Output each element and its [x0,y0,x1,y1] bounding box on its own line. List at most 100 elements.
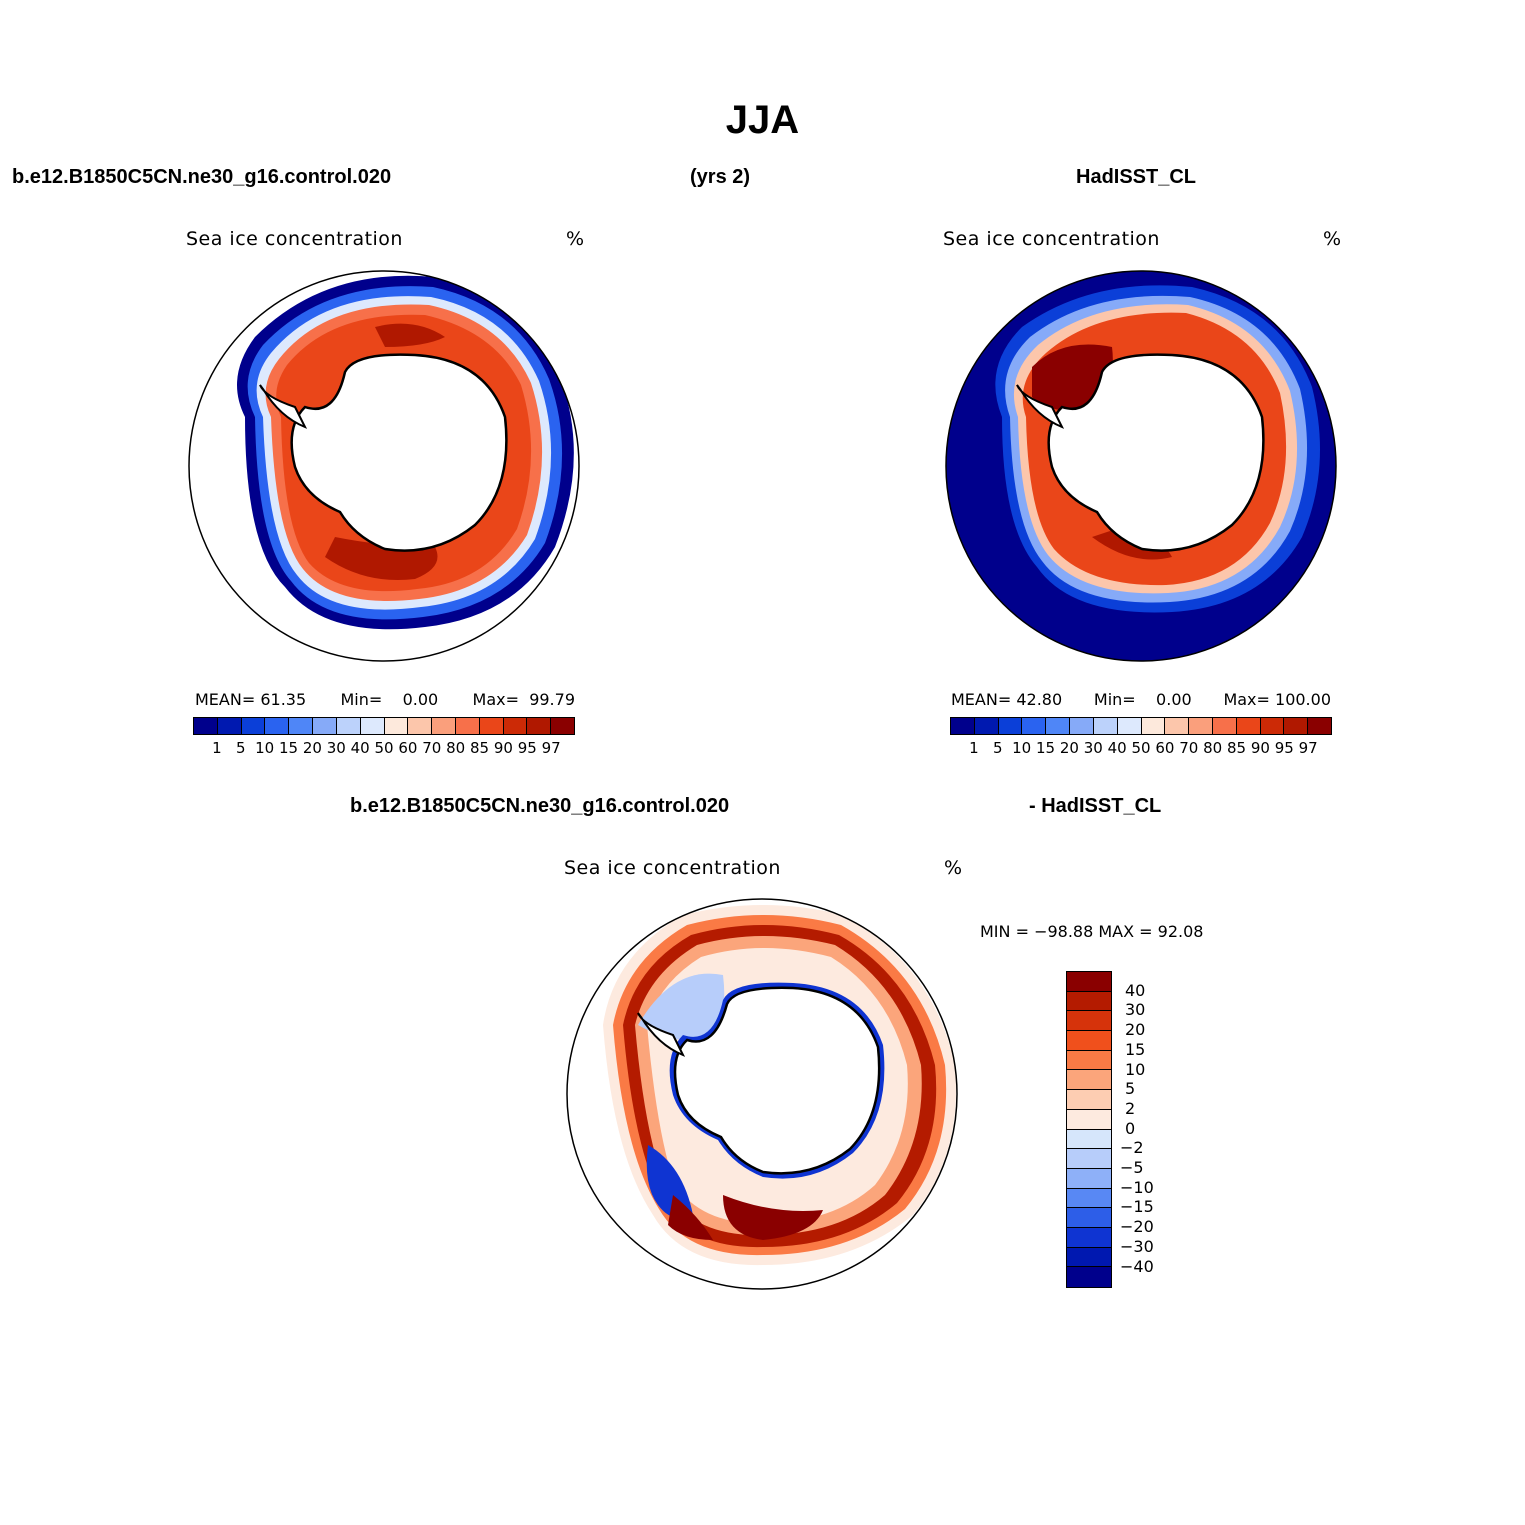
colorbar-tick-label: 10 [1012,739,1032,757]
diff-colorbar-swatch [1067,1267,1111,1287]
colorbar-tick-label: 60 [398,739,418,757]
colorbar-tick-label: 1 [212,739,222,757]
diff-colorbar-tick-label: −20 [1120,1217,1154,1237]
colorbar-swatch [289,718,314,734]
colorbar-swatch [313,718,337,734]
colorbar-swatch [503,718,528,734]
diff-obs-header: - HadISST_CL [1029,795,1162,817]
colorbar-tick-label: 95 [1274,739,1294,757]
colorbar-tick-label: 15 [1035,739,1056,757]
colorbar-swatch [479,718,504,734]
panel-diff-map [566,898,958,1290]
colorbar-tick-label: 30 [1083,739,1103,757]
colorbar-tick-label: 85 [469,739,490,757]
colorbar-tick-label: 80 [446,739,466,757]
diff-colorbar-swatch [1067,1031,1111,1051]
diff-colorbar-tick-label: 40 [1125,980,1146,1000]
colorbar-tick-label: 97 [541,739,561,757]
colorbar-tick-label: 1 [969,739,979,757]
diff-colorbar-tick-label: 20 [1125,1020,1146,1040]
colorbar-swatch [1093,718,1118,734]
diff-colorbar-tick-label: 5 [1125,1079,1136,1099]
colorbar-tick-label: 90 [1250,739,1270,757]
colorbar-swatch [1046,718,1071,734]
colorbar-swatch [951,718,975,734]
colorbar-tick-label: 20 [1059,739,1079,757]
diff-colorbar-swatch [1067,1208,1111,1228]
diff-colorbar-tick-label: −15 [1120,1197,1154,1217]
colorbar-swatch [1117,718,1142,734]
diff-case-header: b.e12.B1850C5CN.ne30_g16.control.020 [350,795,730,817]
colorbar-tick-label: 40 [1107,739,1127,757]
panel-obs-var-label: Sea ice concentration [943,228,1160,250]
years-header: (yrs 2) [690,166,751,188]
colorbar-tick-label: 20 [302,739,322,757]
colorbar-tick-label: 90 [493,739,513,757]
colorbar-tick-label: 30 [326,739,346,757]
panel-diff-var-label: Sea ice concentration [564,857,781,879]
colorbar-tick-label: 80 [1203,739,1223,757]
colorbar-tick-label: 95 [517,739,537,757]
colorbar-swatch [974,718,999,734]
colorbar-swatch [336,718,361,734]
diff-colorbar [1066,971,1112,1288]
colorbar-swatch [1165,718,1190,734]
diff-colorbar-ticks: 40 30 20 15 10 5 2 0 −2 −5 −10 −15 −20 −30 −40 [1120,971,1180,1287]
panel-model-var-label: Sea ice concentration [186,228,403,250]
diff-colorbar-tick-label: −40 [1120,1256,1154,1276]
colorbar-tick-label: 70 [422,739,442,757]
diff-colorbar-tick-label: 10 [1125,1059,1146,1079]
colorbar-tick-label: 60 [1155,739,1175,757]
diff-colorbar-swatch [1067,1188,1111,1209]
diff-colorbar-tick-label: 15 [1125,1039,1146,1059]
diff-colorbar-tick-label: −10 [1120,1177,1154,1197]
colorbar-swatch [527,718,552,734]
colorbar-swatch [1022,718,1047,734]
diff-colorbar-swatch [1067,1050,1111,1071]
panel-diff-units: % [944,857,963,879]
case-name-header: b.e12.B1850C5CN.ne30_g16.control.020 [12,166,392,188]
diff-colorbar-swatch [1067,1070,1111,1091]
colorbar-swatch [1212,718,1237,734]
panel-obs-map [945,270,1337,662]
diff-colorbar-swatch [1067,1011,1111,1032]
colorbar-tick-label: 50 [1131,739,1151,757]
diff-colorbar-swatch [1067,1109,1111,1130]
colorbar-swatch [241,718,266,734]
colorbar-swatch [1141,718,1166,734]
diff-colorbar-tick-label: 30 [1125,1000,1146,1020]
colorbar-swatch [432,718,456,734]
diff-colorbar-tick-label: −2 [1120,1138,1144,1158]
diff-colorbar-swatch [1067,1168,1111,1189]
panel-model-colorbar: 1 5 10 15 20 30 40 50 60 70 80 85 90 95 97 [193,717,575,759]
diff-colorbar-swatch [1067,1149,1111,1169]
colorbar-swatch [551,718,574,734]
diff-colorbar-swatch [1067,1090,1111,1110]
colorbar-swatch [1189,718,1213,734]
panel-obs-units: % [1323,228,1342,250]
colorbar-tick-label: 40 [350,739,370,757]
panel-diff-minmax: MIN = −98.88 MAX = 92.08 [980,922,1204,941]
colorbar-swatch [1308,718,1331,734]
colorbar-swatch [1284,718,1309,734]
diff-colorbar-tick-label: 2 [1125,1098,1136,1118]
page-title: JJA [725,98,800,142]
diff-colorbar-swatch [1067,1129,1111,1150]
diff-colorbar-swatch [1067,991,1111,1012]
colorbar-swatch [455,718,480,734]
colorbar-swatch [217,718,242,734]
colorbar-tick-label: 10 [255,739,275,757]
colorbar-swatch [360,718,385,734]
colorbar-swatch [265,718,290,734]
colorbar-swatch [1236,718,1261,734]
colorbar-swatch [194,718,218,734]
colorbar-tick-label: 97 [1298,739,1318,757]
diff-colorbar-swatch [1067,1247,1111,1268]
colorbar-swatch [408,718,433,734]
colorbar-tick-label: 5 [992,739,1003,757]
colorbar-tick-label: 85 [1226,739,1247,757]
diff-colorbar-swatch [1067,972,1111,992]
colorbar-swatch [1260,718,1285,734]
panel-obs-stats: MEAN= 42.80 Min= 0.00 Max= 100.00 [951,690,1331,709]
diff-colorbar-tick-label: −5 [1120,1158,1144,1177]
